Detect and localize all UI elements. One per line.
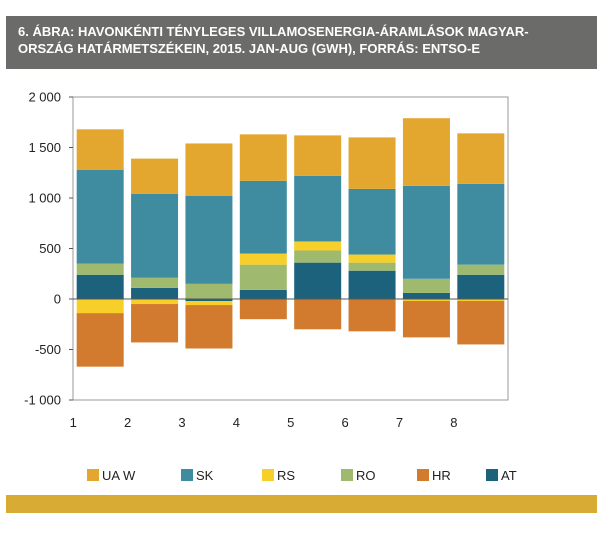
- legend-label: HR: [432, 468, 451, 483]
- bar-ro-3: [185, 283, 233, 299]
- bar-hr-4: [239, 299, 287, 320]
- legend-label: AT: [501, 468, 517, 483]
- legend-label: UA W: [102, 468, 136, 483]
- chart-title-line-2: ORSZÁG HATÁRMETSZÉKEIN, 2015. JAN-AUG (G…: [18, 41, 481, 56]
- bar-at-5: [294, 262, 342, 299]
- y-tick-label: -500: [35, 342, 61, 357]
- bar-ro-4: [239, 264, 287, 290]
- bar-sk-1: [76, 169, 124, 264]
- bar-at-1: [76, 274, 124, 299]
- bar-ro-8: [457, 264, 505, 275]
- bar-hr-7: [402, 301, 450, 338]
- legend-swatch-hr: [417, 469, 429, 481]
- bar-ro-2: [131, 277, 179, 288]
- bar-rs-7: [402, 299, 450, 302]
- bar-rs-5: [294, 241, 342, 251]
- bar-sk-3: [185, 195, 233, 284]
- bar-hr-2: [131, 304, 179, 343]
- bar-at-6: [348, 270, 396, 299]
- legend-label: RS: [277, 468, 295, 483]
- stacked-bar-chart: -1 000 -500 0 500 1 000 1 500 2 000 1 2 3 4 5 6 7 8 UA…: [24, 90, 517, 484]
- x-tick-label: 6: [341, 415, 348, 430]
- bar-at-7: [402, 292, 450, 299]
- bar-rs-3: [185, 301, 233, 306]
- bar-hr-8: [457, 301, 505, 345]
- legend-swatch-ua-w: [87, 469, 99, 481]
- y-tick-label: 0: [54, 292, 61, 307]
- bar-sk-8: [457, 183, 505, 265]
- bar-at-8: [457, 274, 505, 299]
- bar-rs-1: [76, 299, 124, 314]
- chart-area: -1 000 -500 0 500 1 000 1 500 2 000 1 2 3 4 5 6 7 8 UA…: [0, 70, 597, 495]
- bar-ua-w-4: [239, 134, 287, 181]
- y-tick-label: -1 000: [24, 393, 61, 408]
- bar-ro-6: [348, 262, 396, 271]
- bar-rs-8: [457, 299, 505, 302]
- bar-ua-w-2: [131, 158, 179, 194]
- bar-rs-2: [131, 299, 179, 305]
- bar-sk-6: [348, 188, 396, 255]
- bar-ua-w-3: [185, 143, 233, 196]
- bar-ua-w-7: [402, 118, 450, 186]
- legend-swatch-rs: [262, 469, 274, 481]
- x-tick-label: 2: [124, 415, 131, 430]
- chart-title-bar: 6. ÁBRA: HAVONKÉNTI TÉNYLEGES VILLAMOSEN…: [6, 16, 597, 69]
- bar-sk-2: [131, 193, 179, 278]
- bar-sk-7: [402, 185, 450, 279]
- x-tick-label: 4: [233, 415, 240, 430]
- bottom-accent-bar: [6, 495, 597, 513]
- legend-swatch-sk: [181, 469, 193, 481]
- y-tick-label: 2 000: [28, 90, 61, 105]
- x-tick-label: 1: [70, 415, 77, 430]
- bar-ro-1: [76, 263, 124, 275]
- bar-hr-1: [76, 313, 124, 367]
- x-tick-label: 8: [450, 415, 457, 430]
- bar-sk-5: [294, 175, 342, 242]
- bar-rs-6: [348, 254, 396, 263]
- legend-swatch-at: [486, 469, 498, 481]
- bar-sk-4: [239, 180, 287, 254]
- chart-title-line-1: 6. ÁBRA: HAVONKÉNTI TÉNYLEGES VILLAMOSEN…: [18, 24, 529, 39]
- bar-at-2: [131, 287, 179, 299]
- bar-hr-6: [348, 299, 396, 332]
- bar-hr-5: [294, 299, 342, 330]
- bar-ua-w-1: [76, 129, 124, 170]
- legend-label: SK: [196, 468, 214, 483]
- y-tick-label: 500: [39, 241, 61, 256]
- y-tick-label: 1 000: [28, 191, 61, 206]
- bar-ua-w-8: [457, 133, 505, 184]
- bar-ua-w-5: [294, 135, 342, 176]
- bar-rs-4: [239, 253, 287, 265]
- legend-swatch-ro: [341, 469, 353, 481]
- x-tick-label: 5: [287, 415, 294, 430]
- bar-ro-7: [402, 278, 450, 293]
- legend-label: RO: [356, 468, 376, 483]
- bar-ua-w-6: [348, 137, 396, 189]
- x-tick-label: 3: [178, 415, 185, 430]
- y-tick-label: 1 500: [28, 140, 61, 155]
- bar-at-3: [185, 299, 233, 302]
- bar-hr-3: [185, 305, 233, 349]
- bar-at-4: [239, 289, 287, 299]
- bar-ro-5: [294, 250, 342, 263]
- x-tick-label: 7: [396, 415, 403, 430]
